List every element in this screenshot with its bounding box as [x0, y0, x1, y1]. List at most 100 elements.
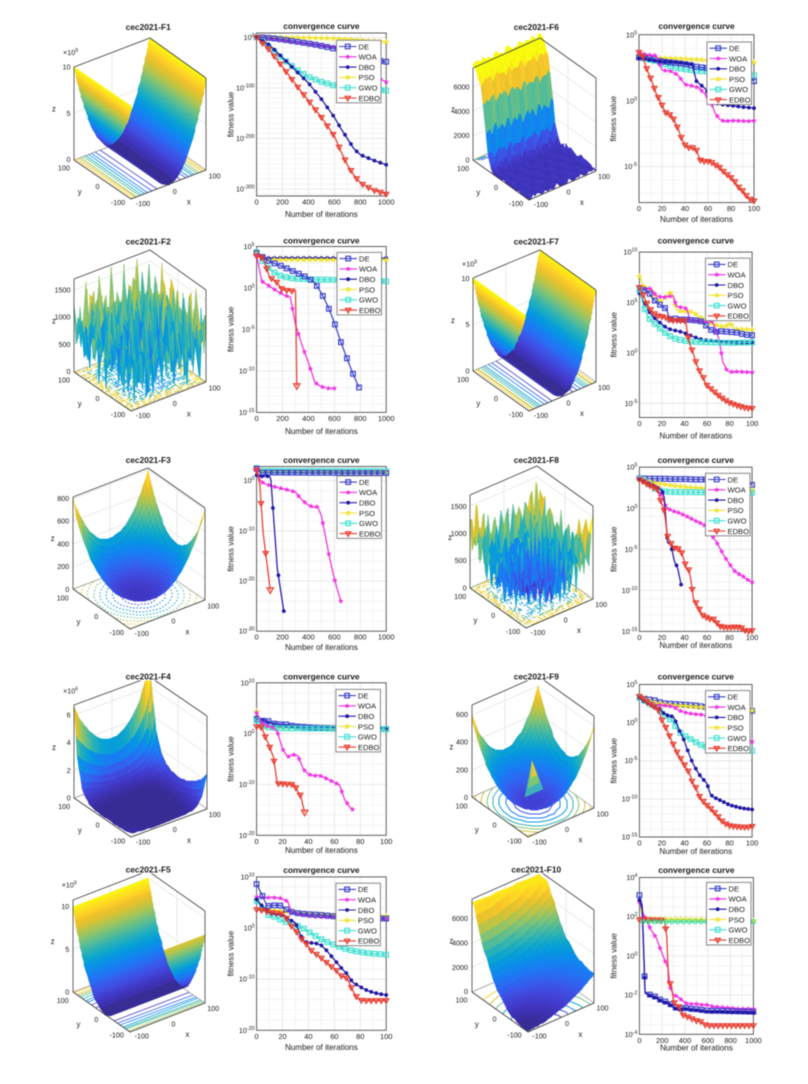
svg-text:convergence curve: convergence curve: [283, 672, 360, 682]
svg-text:WOA: WOA: [729, 54, 748, 63]
svg-text:0: 0: [466, 156, 470, 165]
svg-text:z: z: [448, 533, 452, 542]
svg-text:10-5: 10-5: [625, 399, 638, 408]
svg-text:100: 100: [244, 476, 255, 485]
svg-text:DE: DE: [729, 44, 740, 53]
svg-text:GWO: GWO: [729, 926, 748, 935]
svg-text:z: z: [451, 105, 455, 114]
svg-text:60: 60: [330, 1032, 338, 1041]
svg-text:800: 800: [354, 198, 367, 207]
svg-text:y: y: [78, 400, 82, 409]
svg-text:0: 0: [65, 988, 69, 997]
svg-text:100: 100: [57, 996, 69, 1005]
svg-text:x: x: [578, 836, 582, 845]
svg-text:105: 105: [626, 463, 637, 472]
svg-text:600: 600: [328, 414, 341, 423]
svg-text:100: 100: [57, 593, 69, 602]
svg-text:DE: DE: [358, 691, 369, 700]
svg-text:0: 0: [255, 198, 259, 207]
svg-text:WOA: WOA: [728, 486, 747, 495]
svg-text:cec2021-F2: cec2021-F2: [126, 237, 172, 247]
svg-text:200: 200: [656, 1036, 669, 1045]
svg-text:0: 0: [67, 793, 71, 802]
svg-text:cec2021-F7: cec2021-F7: [514, 237, 560, 247]
svg-text:0: 0: [96, 394, 100, 403]
svg-text:60: 60: [704, 204, 712, 213]
svg-text:0: 0: [94, 1015, 98, 1024]
svg-text:4000: 4000: [454, 107, 470, 116]
svg-text:10-20: 10-20: [239, 831, 255, 840]
svg-text:PSO: PSO: [359, 509, 375, 518]
svg-text:convergence curve: convergence curve: [658, 865, 735, 875]
svg-text:102: 102: [626, 912, 637, 921]
svg-text:20: 20: [658, 839, 666, 848]
svg-text:WOA: WOA: [359, 265, 378, 274]
svg-text:convergence curve: convergence curve: [658, 455, 735, 465]
svg-text:fitness value: fitness value: [609, 526, 618, 572]
svg-text:800: 800: [354, 633, 367, 642]
svg-text:400: 400: [679, 1036, 692, 1045]
svg-text:-100: -100: [136, 837, 150, 846]
svg-text:10-15: 10-15: [239, 408, 255, 417]
svg-text:10-20: 10-20: [239, 577, 255, 586]
svg-text:0: 0: [94, 612, 98, 621]
svg-text:5: 5: [466, 320, 470, 329]
svg-text:DE: DE: [359, 478, 370, 487]
svg-text:600: 600: [328, 633, 341, 642]
svg-text:0: 0: [493, 820, 497, 829]
svg-text:cec2021-F4: cec2021-F4: [126, 672, 172, 682]
svg-text:DBO: DBO: [358, 906, 375, 915]
svg-text:100: 100: [209, 810, 221, 819]
svg-text:600: 600: [456, 710, 468, 719]
svg-text:1500: 1500: [55, 285, 71, 294]
svg-text:20: 20: [278, 837, 286, 846]
svg-text:105: 105: [626, 680, 637, 689]
svg-text:PSO: PSO: [728, 291, 744, 300]
svg-text:1000: 1000: [378, 414, 395, 423]
svg-text:0: 0: [255, 633, 259, 642]
svg-text:1000: 1000: [451, 529, 467, 538]
svg-text:DBO: DBO: [358, 712, 375, 721]
svg-text:1010: 1010: [241, 678, 255, 687]
svg-text:z: z: [52, 316, 56, 325]
svg-text:y: y: [475, 1020, 479, 1029]
svg-text:cec2021-F8: cec2021-F8: [514, 455, 560, 465]
svg-text:z: z: [450, 937, 454, 946]
svg-text:x: x: [186, 1030, 190, 1039]
svg-text:Number of iterations: Number of iterations: [659, 431, 732, 440]
svg-text:10-10: 10-10: [622, 794, 638, 803]
svg-text:20: 20: [658, 204, 666, 213]
svg-text:Number of iterations: Number of iterations: [659, 641, 732, 650]
svg-text:cec2021-F5: cec2021-F5: [126, 865, 172, 875]
svg-text:800: 800: [724, 1036, 737, 1045]
svg-text:EDBO: EDBO: [358, 937, 380, 946]
svg-text:-100: -100: [532, 837, 546, 846]
svg-text:100: 100: [380, 1032, 393, 1041]
svg-text:600: 600: [328, 198, 341, 207]
svg-text:100: 100: [456, 996, 468, 1005]
svg-text:0: 0: [255, 1032, 259, 1041]
svg-text:0: 0: [565, 1019, 569, 1028]
svg-text:100: 100: [58, 164, 70, 173]
svg-text:10-15: 10-15: [622, 627, 638, 636]
svg-text:105: 105: [244, 242, 255, 251]
svg-text:0: 0: [96, 821, 100, 830]
svg-text:cec2021-F10: cec2021-F10: [511, 865, 561, 875]
svg-text:convergence curve: convergence curve: [658, 236, 735, 246]
svg-text:GWO: GWO: [359, 519, 378, 528]
svg-text:0: 0: [173, 825, 177, 834]
svg-text:-100: -100: [531, 628, 545, 637]
svg-text:100: 100: [209, 172, 221, 181]
svg-text:WOA: WOA: [358, 702, 377, 711]
svg-text:0: 0: [67, 367, 71, 376]
svg-text:-100: -100: [111, 410, 125, 419]
svg-text:0: 0: [67, 155, 71, 164]
svg-text:10: 10: [462, 274, 470, 283]
svg-text:600: 600: [57, 517, 69, 526]
svg-text:PSO: PSO: [359, 73, 375, 82]
svg-text:20: 20: [658, 419, 666, 428]
svg-text:10-200: 10-200: [236, 134, 255, 143]
svg-text:EDBO: EDBO: [729, 936, 751, 945]
svg-text:convergence curve: convergence curve: [283, 236, 360, 246]
svg-text:104: 104: [626, 873, 637, 882]
